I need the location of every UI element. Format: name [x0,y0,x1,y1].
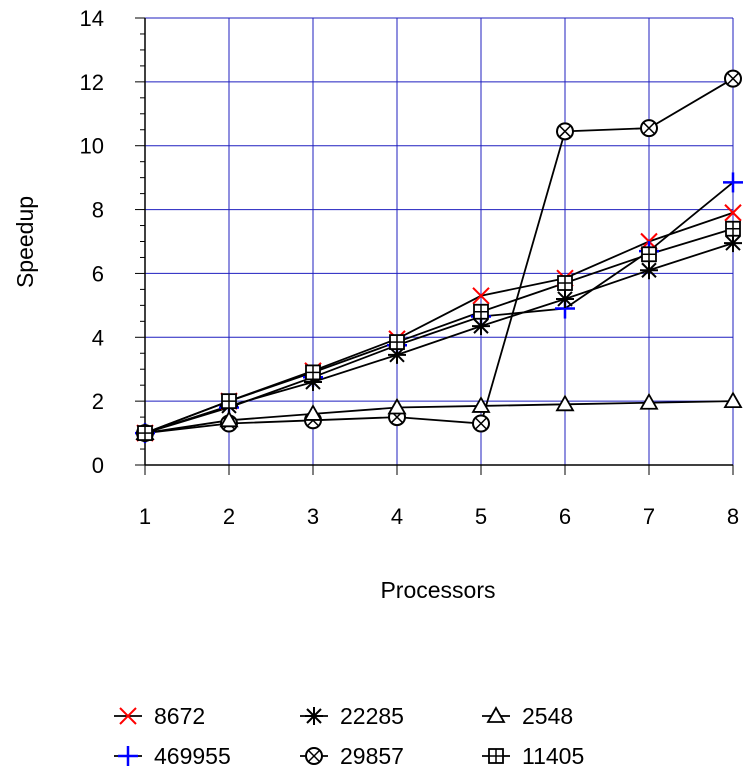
y-tick-label: 14 [80,6,104,31]
series-line-11405 [144,227,734,434]
data-point-22285 [640,261,658,280]
legend-item-8672: 8672 [114,703,205,729]
legend-label: 11405 [522,743,584,769]
y-tick-label: 10 [80,134,104,159]
data-point-2548 [639,392,659,410]
legend-marker [118,746,138,766]
data-point-11405 [221,393,237,410]
y-tick-label: 6 [92,261,104,286]
data-point-469955 [723,172,743,193]
x-tick-label: 4 [391,504,403,529]
data-point-11405 [473,303,489,320]
x-axis-title: Processors [380,577,495,603]
legend-label: 469955 [154,743,231,769]
legend-marker [305,707,323,725]
data-point-2548 [303,404,323,421]
x-tick-label: 3 [307,504,319,529]
legend-item-11405: 11405 [482,743,584,769]
data-point-11405 [557,275,573,291]
data-point-2548 [387,397,407,415]
legend-marker [486,706,506,723]
data-point-8672 [724,204,742,222]
legend-item-29857: 29857 [300,743,404,769]
y-tick-label: 8 [92,198,104,223]
data-point-29857 [556,122,574,141]
data-point-11405 [641,246,657,263]
data-point-11405 [305,364,321,381]
y-tick-label: 0 [92,453,104,478]
data-point-11405 [389,334,405,350]
legend-label: 2548 [522,703,573,729]
series-line-29857 [144,77,734,434]
x-tick-label: 7 [643,504,655,529]
legend-marker [488,748,504,764]
data-point-29857 [724,69,742,88]
legend-label: 29857 [340,743,404,769]
legend-item-469955: 469955 [114,743,231,769]
data-point-11405 [137,425,153,441]
data-point-2548 [723,391,743,409]
legend-label: 8672 [154,703,205,729]
legend: 8672 22285 2548 469955 29857 11405 [114,703,584,769]
legend-label: 22285 [340,703,404,729]
x-tick-label: 6 [559,504,571,529]
legend-item-22285: 22285 [300,703,404,729]
legend-marker [305,747,323,765]
data-point-22285 [472,317,490,336]
data-point-2548 [219,410,239,428]
data-point-2548 [555,394,575,412]
series-layer [135,69,743,444]
series-line-2548 [144,400,734,434]
y-tick-label: 4 [92,325,104,350]
legend-marker [119,707,137,725]
x-tick-label: 5 [475,504,487,529]
y-axis-title: Speedup [12,196,38,288]
x-tick-label: 2 [223,504,235,529]
data-point-11405 [725,220,741,237]
data-point-29857 [640,119,658,138]
y-tick-label: 2 [92,389,104,414]
x-tick-label: 1 [139,504,151,529]
data-point-29857 [472,414,490,433]
data-point-8672 [472,287,490,305]
data-point-2548 [471,396,491,413]
x-tick-label: 8 [727,504,739,529]
legend-item-2548: 2548 [482,703,573,729]
series-line-22285 [144,242,734,434]
data-point-22285 [724,234,742,253]
data-point-22285 [556,289,574,308]
y-tick-label: 12 [80,70,104,95]
